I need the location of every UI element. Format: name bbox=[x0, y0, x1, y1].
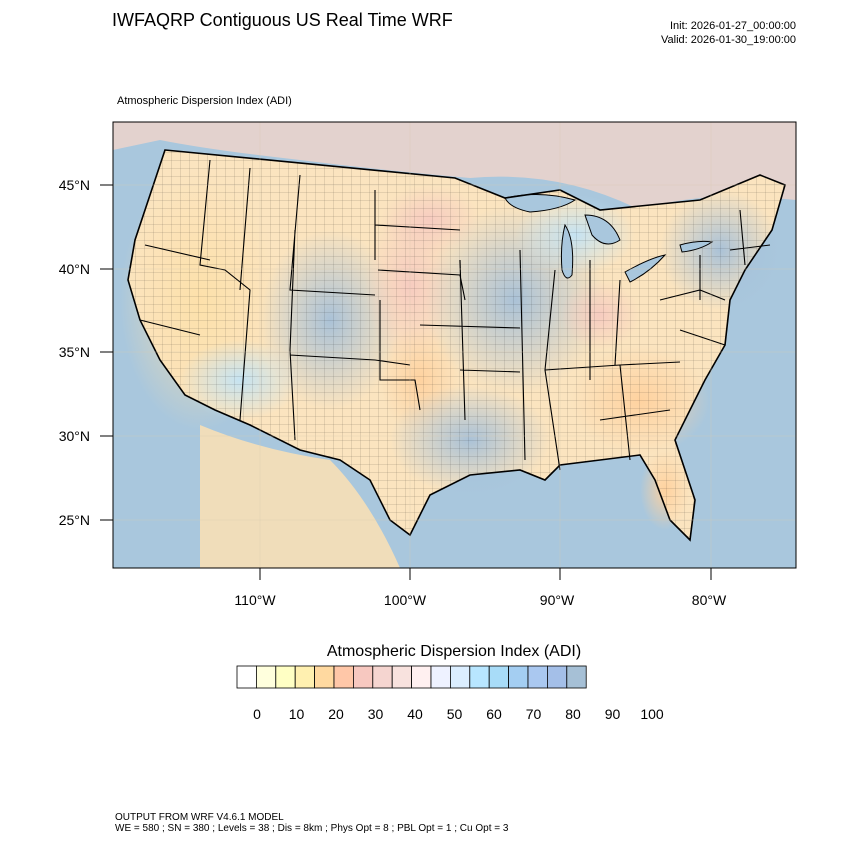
forecast-times: Init: 2026-01-27_00:00:00 Valid: 2026-01… bbox=[661, 19, 796, 47]
lon-label: 80°W bbox=[692, 592, 727, 608]
legend-color-box bbox=[566, 665, 587, 689]
legend-color-box bbox=[547, 665, 568, 689]
canada-land bbox=[113, 122, 796, 210]
lat-label: 40°N bbox=[59, 261, 90, 277]
map-variable-label: Atmospheric Dispersion Index (ADI) bbox=[117, 95, 292, 107]
model-config: WE = 580 ; SN = 380 ; Levels = 38 ; Dis … bbox=[115, 823, 509, 834]
legend-tick-label: 90 bbox=[605, 706, 621, 722]
legend-color-box bbox=[430, 665, 451, 689]
lake-erie bbox=[624, 254, 667, 283]
legend-tick-label: 40 bbox=[407, 706, 423, 722]
mexico-land bbox=[200, 425, 400, 568]
legend-color-box bbox=[236, 665, 257, 689]
lat-ticks bbox=[100, 184, 113, 521]
legend-colorbar bbox=[236, 665, 587, 689]
map-frame bbox=[112, 121, 797, 569]
init-time: Init: 2026-01-27_00:00:00 bbox=[670, 20, 796, 32]
lon-label: 100°W bbox=[384, 592, 427, 608]
legend-color-box bbox=[527, 665, 548, 689]
model-footer: OUTPUT FROM WRF V4.6.1 MODEL WE = 580 ; … bbox=[115, 812, 508, 834]
lon-label: 90°W bbox=[540, 592, 575, 608]
model-version: OUTPUT FROM WRF V4.6.1 MODEL bbox=[115, 812, 284, 823]
lon-label: 110°W bbox=[234, 592, 276, 608]
legend-tick-label: 100 bbox=[640, 706, 664, 722]
legend-tick-label: 70 bbox=[526, 706, 542, 722]
legend-color-box bbox=[449, 665, 471, 689]
legend-color-box bbox=[275, 665, 296, 689]
legend-tick-label: 10 bbox=[289, 706, 305, 722]
map-field bbox=[113, 122, 796, 568]
lake-michigan bbox=[560, 223, 574, 279]
lat-label: 45°N bbox=[59, 177, 90, 193]
lake-huron bbox=[584, 214, 621, 245]
legend-color-box bbox=[352, 665, 374, 689]
state-boundaries bbox=[139, 159, 771, 471]
legend-color-box bbox=[391, 665, 413, 689]
legend-color-box bbox=[333, 665, 354, 689]
legend-tick-label: 20 bbox=[328, 706, 344, 722]
county-lines bbox=[128, 150, 785, 540]
legend-color-box bbox=[314, 665, 335, 689]
legend-color-box bbox=[488, 665, 510, 689]
legend-color-box bbox=[469, 665, 490, 689]
legend-tick-label: 60 bbox=[486, 706, 502, 722]
legend-tick-label: 0 bbox=[253, 706, 261, 722]
legend-tick-label: 30 bbox=[368, 706, 384, 722]
legend-tick-labels: 0 10 20 30 40 50 60 70 80 90 100 bbox=[253, 706, 664, 722]
lon-labels: 110°W 100°W 90°W 80°W bbox=[234, 592, 727, 608]
lake-superior bbox=[504, 193, 577, 213]
legend-color-box bbox=[411, 665, 432, 689]
lat-label: 35°N bbox=[59, 344, 90, 360]
lat-label: 25°N bbox=[59, 512, 90, 528]
legend-color-box bbox=[508, 665, 529, 689]
graticule bbox=[113, 122, 796, 568]
lon-ticks bbox=[259, 568, 712, 580]
lat-labels: 45°N 40°N 35°N 30°N 25°N bbox=[59, 177, 90, 528]
coastline bbox=[127, 149, 786, 542]
legend-color-box bbox=[255, 665, 277, 689]
page-title: IWFAQRP Contiguous US Real Time WRF bbox=[112, 10, 453, 30]
lat-label: 30°N bbox=[59, 428, 90, 444]
legend-color-box bbox=[294, 665, 316, 689]
legend-tick-label: 50 bbox=[447, 706, 463, 722]
lake-ontario bbox=[679, 240, 714, 253]
legend-tick-label: 80 bbox=[565, 706, 581, 722]
legend-color-box bbox=[372, 665, 393, 689]
legend-title: Atmospheric Dispersion Index (ADI) bbox=[327, 643, 581, 660]
valid-time: Valid: 2026-01-30_19:00:00 bbox=[661, 34, 796, 46]
